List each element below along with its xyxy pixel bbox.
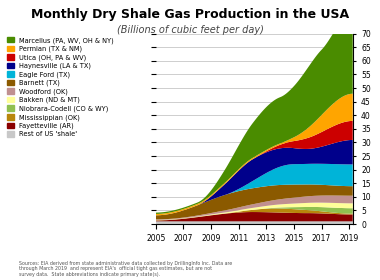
Text: (Billions of cubic feet per day): (Billions of cubic feet per day): [117, 25, 263, 35]
Text: Sources: EIA derived from state administrative data collected by DrillingInfo In: Sources: EIA derived from state administ…: [19, 261, 232, 277]
Text: Monthly Dry Shale Gas Production in the USA: Monthly Dry Shale Gas Production in the …: [31, 8, 349, 21]
Legend: Marcellus (PA, WV, OH & NY), Permian (TX & NM), Utica (OH, PA & WV), Haynesville: Marcellus (PA, WV, OH & NY), Permian (TX…: [7, 37, 114, 137]
